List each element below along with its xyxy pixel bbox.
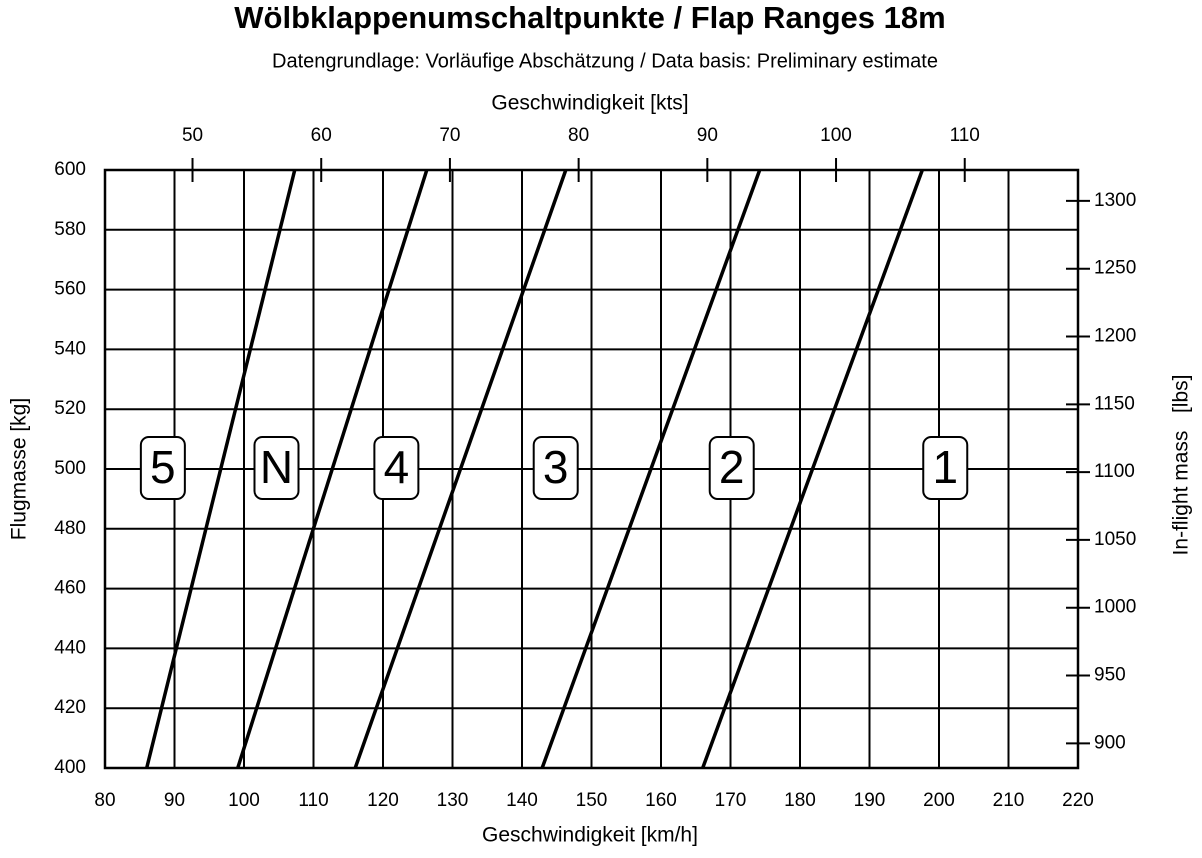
y-tick-label: 400 (54, 757, 86, 778)
flap-line (353, 169, 568, 769)
chart-title: Wölbklappenumschaltpunkte / Flap Ranges … (234, 0, 945, 35)
region-label: 5 (150, 441, 176, 493)
x2-tick-label: 90 (697, 125, 718, 146)
x-tick-label: 220 (1062, 790, 1094, 811)
x-tick-label: 150 (576, 790, 608, 811)
y-tick-label: 580 (54, 219, 86, 240)
flap-line (145, 169, 297, 769)
x2-tick-label: 60 (311, 125, 332, 146)
region-box (708, 436, 755, 500)
x-axis-label: Geschwindigkeit [km/h] (482, 824, 698, 847)
region-box (922, 436, 969, 500)
x-tick-label: 210 (993, 790, 1025, 811)
flap-line (236, 169, 429, 769)
region-label: 1 (932, 441, 958, 493)
y2-tick-label: 1200 (1094, 326, 1136, 347)
y-tick-label: 520 (54, 398, 86, 419)
flap-line (540, 169, 762, 769)
x2-tick-label: 100 (820, 125, 852, 146)
y2-tick-label: 1000 (1094, 597, 1136, 618)
y2-tick-label: 1100 (1094, 461, 1135, 482)
x-tick-label: 120 (367, 790, 399, 811)
chart-subtitle: Datengrundlage: Vorläufige Abschätzung /… (272, 50, 938, 72)
y-axis-label: Flugmasse [kg] (8, 398, 31, 540)
y-tick-label: 560 (54, 279, 86, 300)
y2-tick-label: 900 (1094, 732, 1126, 753)
region-label: 2 (719, 441, 745, 493)
region-label: 3 (543, 441, 569, 493)
x2-tick-label: 80 (568, 125, 589, 146)
x-tick-label: 170 (715, 790, 747, 811)
y-tick-label: 440 (54, 637, 86, 658)
y-tick-label: 600 (54, 159, 86, 180)
region-label: 4 (384, 441, 410, 493)
x2-tick-label: 110 (950, 125, 980, 146)
x2-tick-label: 70 (439, 125, 460, 146)
region-box (532, 436, 579, 500)
y-tick-label: 480 (54, 518, 86, 539)
x-tick-label: 130 (437, 790, 469, 811)
x-tick-label: 110 (298, 790, 328, 811)
y2-tick-label: 950 (1094, 665, 1126, 686)
y-tick-label: 540 (54, 338, 86, 359)
x-tick-label: 160 (645, 790, 677, 811)
plot-frame (103, 168, 1080, 770)
x-tick-label: 190 (854, 790, 886, 811)
region-box (253, 436, 300, 500)
y2-tick-label: 1150 (1094, 393, 1135, 414)
x-tick-label: 100 (228, 790, 260, 811)
region-box (373, 436, 420, 500)
y-tick-label: 460 (54, 578, 86, 599)
y2-axis-label: In-flight mass [lbs] (1170, 375, 1193, 556)
y2-tick-label: 1300 (1094, 190, 1136, 211)
y-tick-label: 420 (54, 697, 86, 718)
x-tick-label: 90 (164, 790, 185, 811)
x-tick-label: 80 (94, 790, 115, 811)
region-label: N (260, 441, 293, 493)
x2-tick-label: 50 (182, 125, 203, 146)
x-tick-label: 180 (784, 790, 816, 811)
x-tick-label: 200 (923, 790, 955, 811)
y2-tick-label: 1250 (1094, 258, 1136, 279)
x2-axis-label: Geschwindigkeit [kts] (491, 92, 688, 115)
y2-tick-label: 1050 (1094, 529, 1136, 550)
flap-line (701, 169, 924, 769)
x-tick-label: 140 (506, 790, 538, 811)
y-tick-label: 500 (54, 458, 86, 479)
region-box (139, 436, 186, 500)
